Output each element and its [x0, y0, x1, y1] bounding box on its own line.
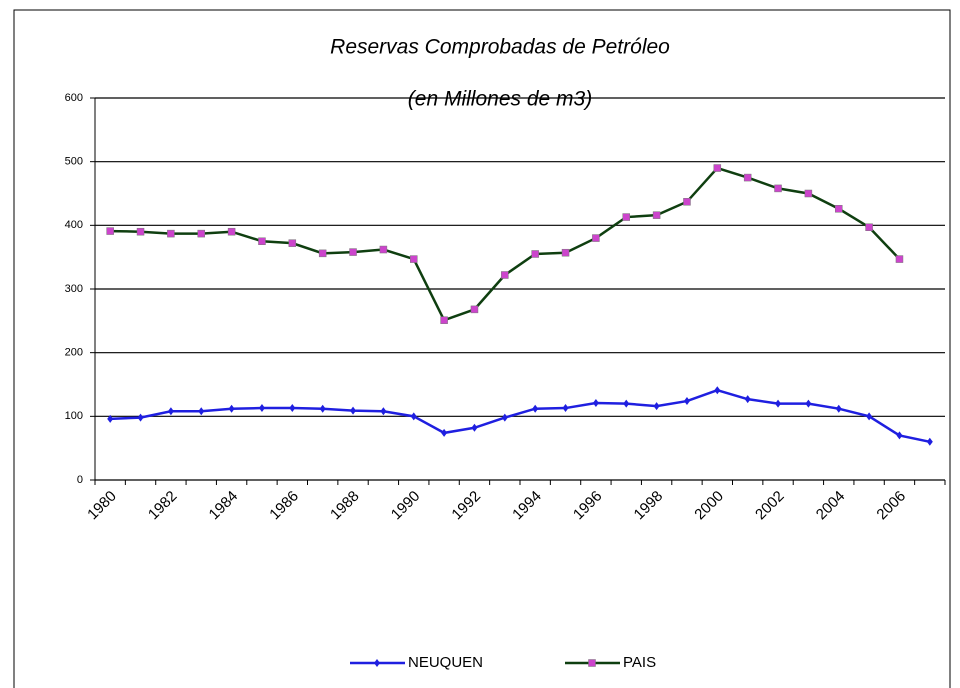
marker — [592, 398, 599, 407]
marker — [319, 404, 326, 413]
chart-frame — [13, 9, 951, 688]
legend-label: PAIS — [623, 654, 656, 671]
marker — [926, 437, 933, 446]
marker — [683, 397, 690, 406]
marker — [258, 237, 266, 245]
marker — [652, 211, 661, 219]
marker — [532, 404, 539, 413]
marker — [805, 399, 812, 408]
marker — [440, 316, 448, 324]
marker — [441, 428, 448, 437]
marker — [592, 234, 600, 242]
marker — [744, 395, 751, 404]
marker — [866, 412, 873, 421]
marker — [775, 399, 782, 408]
series-line — [110, 388, 931, 444]
marker — [835, 205, 843, 213]
marker — [167, 229, 175, 238]
marker — [289, 404, 296, 413]
marker — [622, 213, 630, 221]
marker — [227, 227, 236, 236]
y-tick-label: 0 — [77, 474, 83, 486]
marker — [350, 406, 357, 415]
y-tick-label: 400 — [65, 219, 83, 231]
marker — [501, 413, 508, 422]
marker — [774, 184, 782, 193]
y-tick-label: 600 — [65, 92, 83, 104]
marker — [136, 227, 145, 236]
legend-marker — [588, 659, 596, 667]
legend-marker — [374, 659, 380, 667]
marker — [471, 423, 478, 432]
marker — [531, 250, 539, 258]
y-tick-label: 500 — [65, 156, 83, 168]
marker — [410, 255, 418, 263]
marker — [653, 402, 660, 411]
marker — [896, 431, 903, 440]
marker — [167, 407, 174, 416]
marker — [713, 164, 722, 172]
marker — [470, 305, 479, 314]
y-tick-label: 200 — [65, 347, 83, 359]
marker — [804, 189, 813, 198]
marker — [318, 249, 327, 258]
marker — [380, 407, 387, 416]
chart-subtitle: (en Millones de m3) — [408, 88, 592, 111]
marker — [623, 399, 630, 408]
marker — [865, 223, 873, 231]
marker — [379, 245, 388, 254]
marker — [683, 198, 691, 206]
y-tick-label: 300 — [65, 283, 83, 295]
marker — [228, 404, 235, 413]
marker — [743, 173, 752, 182]
marker — [561, 248, 570, 257]
marker — [288, 239, 297, 247]
marker — [258, 404, 265, 413]
legend-label: NEUQUEN — [408, 654, 483, 671]
marker — [106, 227, 114, 235]
y-tick-label: 100 — [65, 410, 83, 422]
marker — [410, 412, 417, 421]
marker — [198, 407, 205, 416]
marker — [895, 255, 904, 263]
marker — [714, 386, 721, 395]
marker — [107, 414, 114, 423]
marker — [501, 271, 509, 279]
marker — [349, 248, 357, 256]
marker — [835, 404, 842, 413]
marker — [137, 413, 144, 422]
chart-title: Reservas Comprobadas de Petróleo — [330, 36, 670, 59]
marker — [562, 404, 569, 413]
marker — [197, 229, 205, 238]
